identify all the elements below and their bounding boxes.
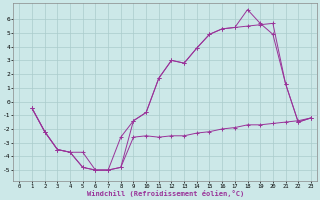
- X-axis label: Windchill (Refroidissement éolien,°C): Windchill (Refroidissement éolien,°C): [86, 190, 244, 197]
